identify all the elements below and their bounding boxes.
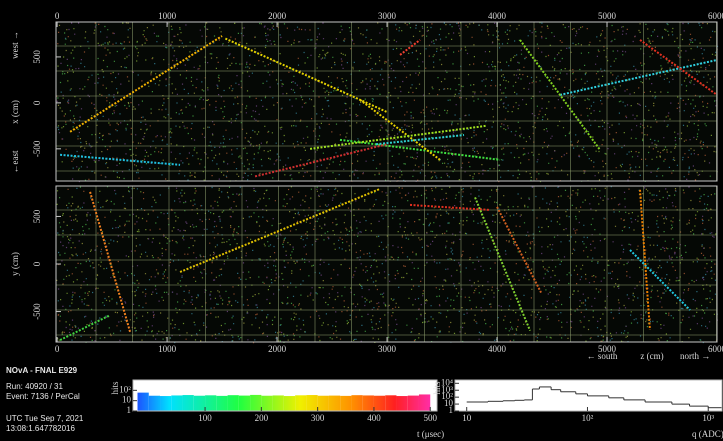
x-tick-label: 4000 [488, 11, 507, 21]
hist-bar [138, 393, 149, 411]
x-tick-label: 10³ [702, 413, 714, 423]
y-label-high: west → [10, 31, 20, 59]
hist-bar [228, 395, 239, 411]
hist-bar [396, 396, 407, 411]
x-tick-label: 1000 [158, 344, 177, 354]
hist-bar [408, 396, 419, 411]
hist-bar [284, 396, 295, 411]
x-label-high: north → [680, 351, 710, 361]
hist-bar [183, 395, 194, 411]
hist-bar [374, 396, 385, 411]
hist-bar [329, 396, 340, 411]
hist-bar [363, 395, 374, 411]
x-tick-label: 10² [582, 413, 594, 423]
hist-bar [385, 395, 396, 411]
hist-bar [171, 395, 182, 411]
hist-bar [239, 396, 250, 411]
x-tick-label: 2000 [268, 344, 287, 354]
x-tick-label: 1000 [158, 11, 177, 21]
x-tick-label: 2000 [268, 11, 287, 21]
hist-bar [261, 396, 272, 411]
y-tick-label: 0 [32, 261, 42, 266]
x-tick-label: 4000 [488, 344, 507, 354]
x-label-low: ← south [587, 351, 618, 361]
hist-bar [340, 396, 351, 411]
x-tick-label: 3000 [378, 11, 397, 21]
x-tick-label: 6000 [708, 344, 723, 354]
info-time: 13:08:1.647782016 [6, 424, 76, 433]
x-tick-label: 0 [55, 11, 60, 21]
hist-bar [160, 396, 171, 411]
x-tick-label: 3000 [378, 344, 397, 354]
y-tick-label: 10² [119, 384, 131, 394]
x-tick-label: 5000 [598, 11, 617, 21]
y-axis-label: hits [432, 381, 442, 395]
x-tick-label: 100 [198, 413, 212, 423]
hist-bar [295, 395, 306, 411]
hist-bar [318, 396, 329, 411]
x-tick-label: 0 [55, 344, 60, 354]
hist-bar [216, 396, 227, 411]
hist-bar [194, 396, 205, 411]
x-axis-label: z (cm) [640, 351, 663, 361]
x-tick-label: 200 [255, 413, 269, 423]
info-date: UTC Tue Sep 7, 2021 [6, 414, 84, 423]
y-tick-label: 500 [32, 209, 42, 223]
event-display: NOvA - FNAL E929 Run: 40920 / 31 Event: … [0, 0, 723, 441]
panel-background [56, 186, 717, 342]
info-title: NOvA - FNAL E929 [6, 366, 78, 375]
hist-bar [306, 395, 317, 411]
y-axis-label: x (cm) [10, 100, 20, 124]
y-tick-label: 0 [32, 100, 42, 105]
hist-bar [351, 395, 362, 411]
y-tick-label: 1 [127, 405, 132, 415]
x-tick-label: 300 [311, 413, 325, 423]
x-tick-label: 500 [423, 413, 437, 423]
y-label-low: ←east [10, 150, 20, 173]
hist-bar [250, 395, 261, 411]
x-tick-label: 6000 [708, 11, 723, 21]
info-run: Run: 40920 / 31 [6, 382, 63, 391]
x-tick-label: 400 [367, 413, 381, 423]
y-tick-label: -500 [32, 140, 42, 157]
y-tick-label: 500 [32, 50, 42, 64]
x-axis-label: t (μsec) [417, 429, 444, 439]
hist-bar [149, 396, 160, 411]
y-axis-label: hits [110, 381, 120, 395]
y-tick-label: -500 [32, 303, 42, 320]
y-tick-label: 10 [122, 395, 132, 405]
y-tick-label: 10⁴ [441, 377, 453, 387]
x-axis-label: q (ADC) [692, 429, 723, 439]
info-event: Event: 7136 / PerCal [6, 392, 80, 401]
hist-bar [273, 395, 284, 411]
x-tick-label: 10 [462, 413, 472, 423]
hist-bar [419, 394, 430, 411]
y-axis-label: y (cm) [10, 252, 20, 276]
hist-bar [205, 395, 216, 411]
